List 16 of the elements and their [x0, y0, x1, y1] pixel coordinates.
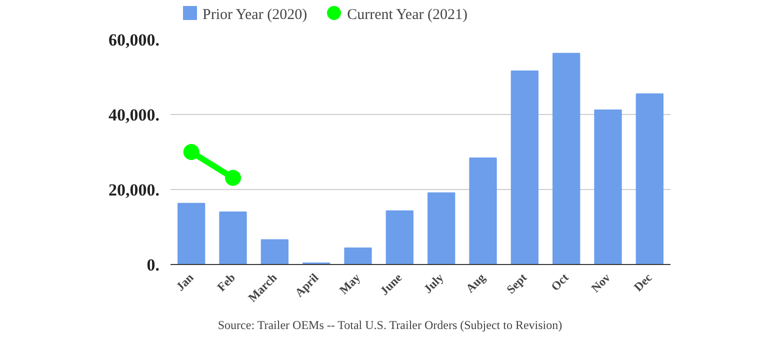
source-note: Source: Trailer OEMs -- Total U.S. Trailer Orders (Subject to Revision) [218, 317, 562, 334]
y-tick-label: 20,000. [108, 180, 160, 200]
x-tick-label: May [336, 270, 363, 298]
legend-label: Current Year (2021) [346, 6, 468, 25]
x-tick-label: Feb [214, 270, 238, 295]
x-tick-label: Oct [548, 270, 572, 294]
x-tick-label: Nov [588, 270, 613, 296]
x-tick-label: Sept [504, 270, 530, 297]
x-tick-label: July [420, 270, 446, 296]
y-tick-label: 0. [146, 256, 160, 275]
y-tick-label: 40,000. [108, 106, 160, 125]
x-tick-label: Jan [173, 270, 197, 294]
y-tick-label: 60,000. [108, 30, 160, 50]
x-tick-label: Aug [462, 270, 488, 296]
x-tick-label: Dec [631, 270, 656, 295]
legend-label: Prior Year (2020) [202, 6, 308, 25]
